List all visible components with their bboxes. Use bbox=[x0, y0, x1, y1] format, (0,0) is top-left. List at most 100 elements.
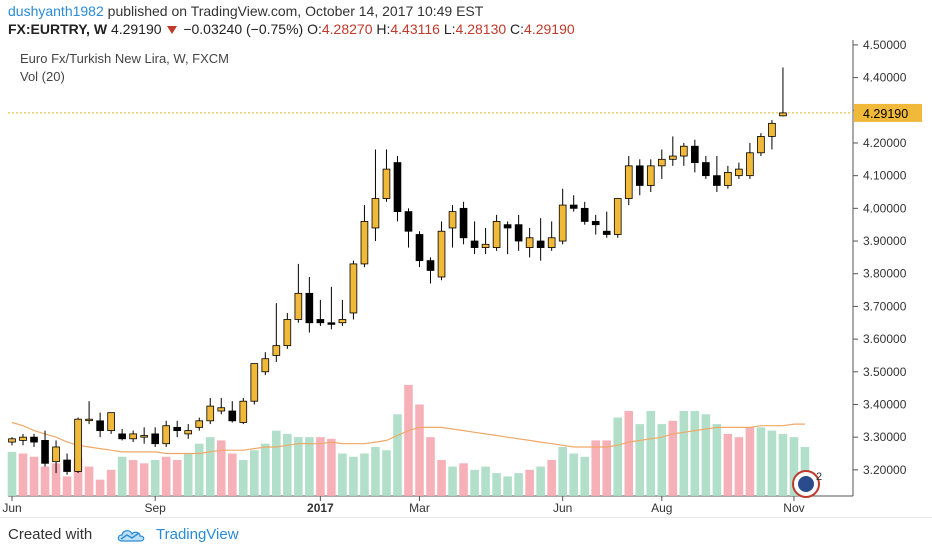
y-tick-label: 4.50000 bbox=[863, 40, 907, 52]
candle-body bbox=[635, 165, 644, 186]
low-value: 4.28130 bbox=[455, 21, 507, 37]
candle-body bbox=[173, 426, 182, 432]
y-tick-label: 3.40000 bbox=[863, 397, 907, 411]
candle-body bbox=[140, 435, 148, 438]
candle-body bbox=[283, 319, 292, 347]
candle-body bbox=[503, 224, 512, 229]
volume-bar bbox=[481, 466, 490, 496]
volume-ma-line bbox=[11, 421, 805, 455]
volume-bar bbox=[29, 456, 39, 496]
volume-bar bbox=[161, 456, 171, 496]
volume-bar bbox=[338, 453, 347, 496]
candle-body bbox=[768, 122, 776, 137]
volume-bar bbox=[172, 460, 182, 496]
candle-body bbox=[217, 407, 226, 412]
indicator-label: Vol (20) bbox=[20, 69, 65, 84]
candle-body bbox=[85, 418, 93, 422]
author-link[interactable]: dushyanth1982 bbox=[8, 3, 104, 19]
volume-bar bbox=[261, 443, 270, 496]
candle-body bbox=[735, 168, 743, 177]
y-tick-label: 4.40000 bbox=[863, 71, 907, 85]
candle-body bbox=[415, 234, 424, 262]
tradingview-logo[interactable]: TradingView bbox=[116, 526, 239, 543]
x-tick-label: Jun bbox=[2, 501, 21, 515]
candle-body bbox=[492, 221, 501, 248]
volume-bar bbox=[712, 424, 722, 496]
volume-bar bbox=[294, 437, 303, 496]
events-badge-globe bbox=[798, 476, 814, 492]
candle-body bbox=[41, 440, 49, 464]
candle-body bbox=[228, 410, 237, 422]
volume-bar bbox=[139, 463, 149, 496]
volume-bar bbox=[613, 417, 623, 496]
close-value: 4.29190 bbox=[524, 21, 575, 37]
volume-bar bbox=[767, 430, 777, 496]
candle-body bbox=[107, 412, 115, 432]
high-value: 4.43116 bbox=[390, 21, 440, 37]
volume-bar bbox=[580, 456, 589, 496]
y-tick-label: 4.20000 bbox=[863, 136, 907, 150]
volume-bar bbox=[216, 440, 226, 496]
y-tick-label: 3.20000 bbox=[863, 463, 907, 477]
candle-body bbox=[316, 319, 325, 324]
candle-body bbox=[448, 211, 457, 229]
volume-bar bbox=[227, 453, 237, 496]
y-tick-label: 3.50000 bbox=[863, 365, 907, 379]
volume-bar bbox=[778, 433, 788, 496]
volume-bar bbox=[327, 438, 336, 496]
volume-bar bbox=[360, 453, 369, 496]
volume-bar bbox=[624, 411, 634, 496]
x-tick-label: Aug bbox=[651, 501, 672, 515]
candle-body bbox=[195, 420, 204, 428]
volume-bar bbox=[723, 433, 733, 496]
candle-body bbox=[52, 446, 60, 463]
candle-body bbox=[470, 240, 479, 248]
volume-bar bbox=[51, 463, 61, 496]
candle-body bbox=[19, 436, 27, 441]
candle-body bbox=[481, 243, 490, 248]
volume-bar bbox=[349, 456, 358, 496]
events-badge-count: 2 bbox=[816, 471, 822, 483]
x-tick-label: Sep bbox=[144, 501, 166, 515]
candle-body bbox=[646, 165, 655, 186]
candle-body bbox=[184, 430, 193, 435]
volume-bar bbox=[382, 450, 391, 496]
volume-bar bbox=[514, 473, 523, 496]
candle-body bbox=[558, 204, 567, 242]
volume-bar bbox=[95, 479, 105, 496]
candle-body bbox=[162, 425, 171, 445]
y-tick-label: 3.70000 bbox=[863, 299, 907, 313]
candle-body bbox=[129, 433, 137, 440]
quote-line: FX:EURTRY, W 4.29190 −0.03240 (−0.75%) O… bbox=[8, 21, 575, 37]
candle-body bbox=[250, 363, 259, 402]
candle-body bbox=[459, 207, 468, 239]
price-chart[interactable]: 4.500004.400004.300004.200004.100004.000… bbox=[0, 40, 932, 517]
volume-bar bbox=[558, 446, 567, 496]
candle-body bbox=[514, 224, 523, 242]
volume-bar bbox=[569, 453, 578, 496]
x-tick-label: Jun bbox=[553, 501, 572, 515]
volume-bar bbox=[448, 466, 457, 496]
candle-body bbox=[30, 436, 38, 443]
candle-body bbox=[404, 211, 413, 232]
volume-bar bbox=[602, 440, 612, 496]
candle-body bbox=[294, 292, 303, 320]
candle-body bbox=[437, 230, 446, 278]
y-tick-label: 3.60000 bbox=[863, 332, 907, 346]
volume-bar bbox=[679, 411, 689, 496]
candle-body bbox=[151, 433, 159, 445]
volume-bar bbox=[525, 469, 534, 496]
candle-body bbox=[624, 165, 633, 199]
candle-body bbox=[591, 221, 600, 226]
candle-body bbox=[327, 322, 336, 325]
candle-body bbox=[206, 405, 215, 422]
volume-bar bbox=[106, 469, 116, 496]
volume-bar bbox=[591, 440, 601, 496]
chart-title: Euro Fx/Turkish New Lira, W, FXCM bbox=[20, 51, 229, 66]
candle-body bbox=[305, 292, 314, 324]
published-text: published on TradingView.com, October 14… bbox=[107, 3, 484, 19]
volume-bar bbox=[272, 430, 281, 496]
volume-bar bbox=[690, 411, 700, 496]
volume-bar bbox=[194, 443, 204, 496]
volume-bar bbox=[426, 437, 435, 496]
